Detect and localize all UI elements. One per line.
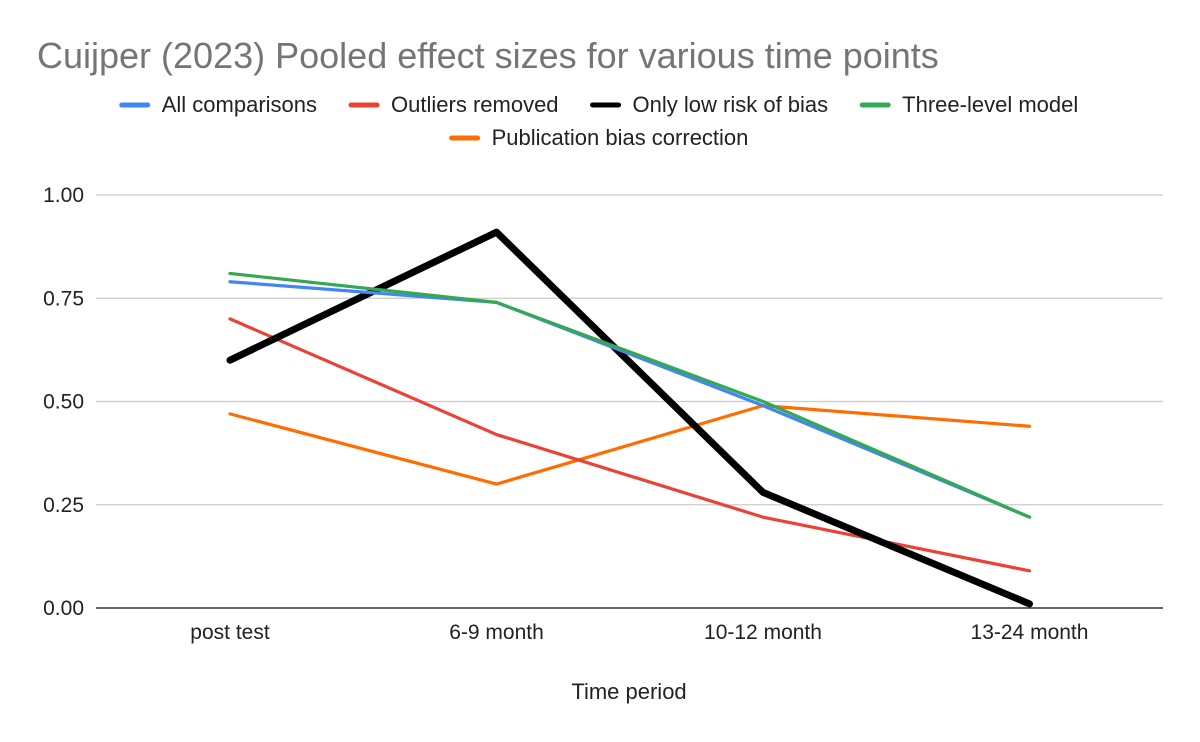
legend-label: Publication bias correction	[492, 125, 749, 150]
y-tick-label: 0.25	[43, 494, 84, 517]
legend-item-publication-bias-correction: Publication bias correction	[449, 125, 749, 150]
x-axis-title: Time period	[571, 679, 686, 704]
legend-item-only-low-risk-of-bias: Only low risk of bias	[590, 92, 829, 117]
series-line-publication-bias-correction	[228, 404, 1032, 486]
y-tick-label: 1.00	[43, 184, 84, 207]
series-line-only-low-risk-of-bias	[226, 228, 1033, 608]
legend: All comparisons Outliers removed Only low …	[119, 92, 1078, 150]
legend-label: Outliers removed	[391, 92, 559, 117]
legend-item-three-level-model: Three-level model	[859, 92, 1078, 117]
x-tick-label: 10-12 month	[704, 621, 822, 644]
y-axis: 0.00 0.25 0.50 0.75 1.00	[43, 184, 84, 620]
legend-label: Three-level model	[902, 92, 1078, 117]
plot-area	[226, 228, 1033, 608]
series-line-outliers-removed	[228, 317, 1032, 573]
legend-label: Only low risk of bias	[633, 92, 829, 117]
legend-item-outliers-removed: Outliers removed	[348, 92, 559, 117]
x-tick-label: post test	[190, 621, 270, 644]
legend-item-all-comparisons: All comparisons	[119, 92, 317, 117]
y-tick-label: 0.75	[43, 287, 84, 310]
x-axis: post test 6-9 month 10-12 month 13-24 month	[190, 621, 1088, 644]
x-tick-label: 13-24 month	[971, 621, 1089, 644]
series-line-all-comparisons	[228, 280, 1032, 519]
gridlines	[96, 194, 1163, 506]
chart-title: Cuijper (2023) Pooled effect sizes for v…	[37, 35, 939, 76]
x-tick-label: 6-9 month	[449, 621, 544, 644]
y-tick-label: 0.00	[43, 597, 84, 620]
y-tick-label: 0.50	[43, 391, 84, 414]
legend-label: All comparisons	[162, 92, 317, 117]
series-line-three-level-model	[228, 271, 1032, 519]
